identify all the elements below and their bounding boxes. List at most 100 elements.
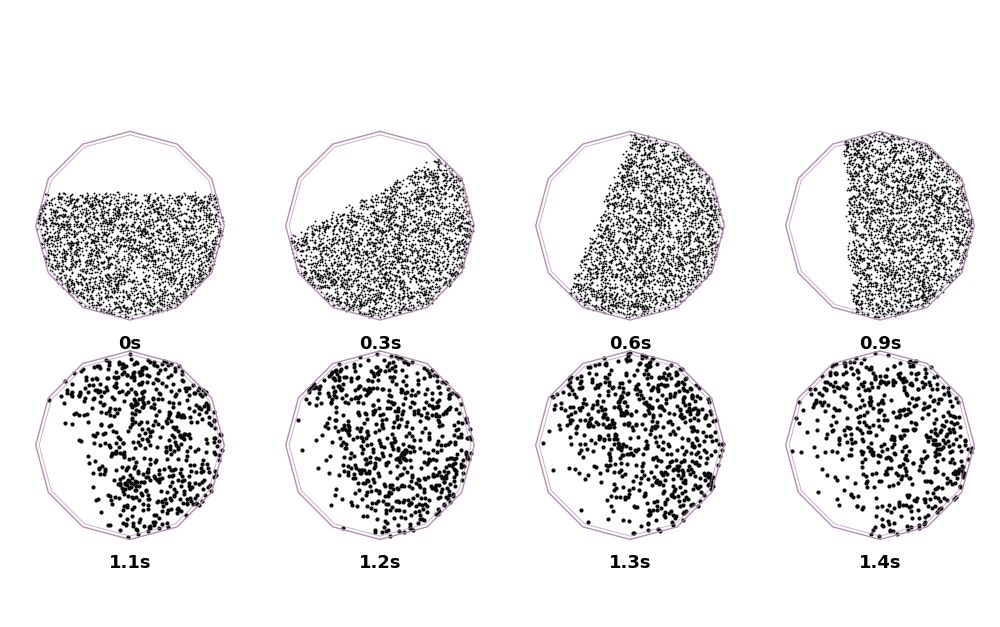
Point — [652, 199, 668, 209]
Point — [118, 216, 134, 226]
Point — [136, 251, 152, 261]
Point — [864, 132, 880, 142]
Point — [137, 242, 153, 252]
Point — [85, 394, 101, 404]
Point — [673, 409, 689, 419]
Point — [87, 233, 103, 243]
Point — [147, 307, 163, 317]
Point — [385, 190, 401, 200]
Point — [193, 266, 209, 276]
Point — [927, 447, 943, 457]
Point — [618, 152, 634, 162]
Point — [851, 160, 867, 170]
Point — [398, 201, 414, 211]
Point — [867, 251, 883, 261]
Point — [353, 238, 369, 248]
Point — [905, 233, 921, 243]
Point — [116, 278, 132, 288]
Point — [652, 231, 668, 241]
Point — [927, 171, 943, 181]
Point — [170, 295, 186, 305]
Point — [336, 287, 352, 297]
Point — [386, 204, 402, 214]
Point — [326, 243, 342, 253]
Point — [376, 478, 392, 488]
Point — [931, 194, 947, 204]
Point — [908, 290, 924, 300]
Point — [139, 434, 155, 444]
Point — [842, 198, 858, 208]
Point — [64, 379, 80, 389]
Point — [624, 201, 640, 211]
Point — [374, 207, 390, 217]
Point — [950, 232, 966, 242]
Point — [602, 300, 618, 310]
Point — [77, 383, 93, 393]
Point — [389, 280, 405, 290]
Point — [65, 287, 81, 297]
Point — [642, 270, 658, 280]
Point — [885, 208, 901, 218]
Point — [668, 252, 684, 262]
Point — [928, 218, 944, 228]
Point — [838, 140, 854, 150]
Point — [850, 161, 866, 171]
Point — [459, 223, 475, 233]
Point — [144, 199, 160, 209]
Point — [53, 277, 69, 287]
Point — [863, 239, 879, 249]
Point — [407, 243, 423, 253]
Point — [572, 260, 588, 270]
Point — [357, 282, 373, 292]
Point — [930, 482, 946, 492]
Point — [418, 176, 434, 186]
Point — [885, 282, 901, 292]
Point — [136, 399, 152, 409]
Point — [915, 174, 931, 184]
Point — [211, 455, 227, 465]
Point — [90, 494, 106, 504]
Point — [158, 214, 174, 224]
Point — [690, 261, 706, 271]
Point — [925, 170, 941, 180]
Point — [874, 230, 890, 240]
Point — [571, 297, 587, 307]
Point — [42, 232, 58, 242]
Point — [61, 282, 77, 292]
Point — [54, 211, 70, 221]
Point — [398, 263, 414, 273]
Point — [588, 286, 604, 296]
Point — [847, 171, 863, 181]
Point — [438, 473, 454, 483]
Point — [84, 268, 100, 278]
Point — [597, 228, 613, 238]
Point — [350, 290, 366, 300]
Point — [860, 248, 876, 258]
Point — [931, 240, 947, 250]
Point — [644, 284, 660, 294]
Point — [93, 293, 109, 303]
Point — [361, 251, 377, 261]
Point — [300, 241, 316, 251]
Point — [458, 244, 474, 254]
Point — [899, 156, 915, 166]
Point — [425, 284, 441, 294]
Point — [637, 147, 653, 157]
Point — [315, 238, 331, 248]
Point — [952, 196, 968, 206]
Point — [895, 154, 911, 164]
Point — [436, 251, 452, 261]
Point — [197, 232, 213, 242]
Point — [645, 179, 661, 189]
Point — [174, 209, 190, 219]
Point — [913, 159, 929, 169]
Point — [929, 292, 945, 302]
Point — [911, 238, 927, 248]
Point — [90, 196, 106, 206]
Point — [366, 219, 382, 229]
Point — [346, 359, 362, 369]
Point — [140, 256, 156, 266]
Point — [119, 271, 135, 282]
Point — [878, 282, 894, 292]
Point — [399, 417, 415, 427]
